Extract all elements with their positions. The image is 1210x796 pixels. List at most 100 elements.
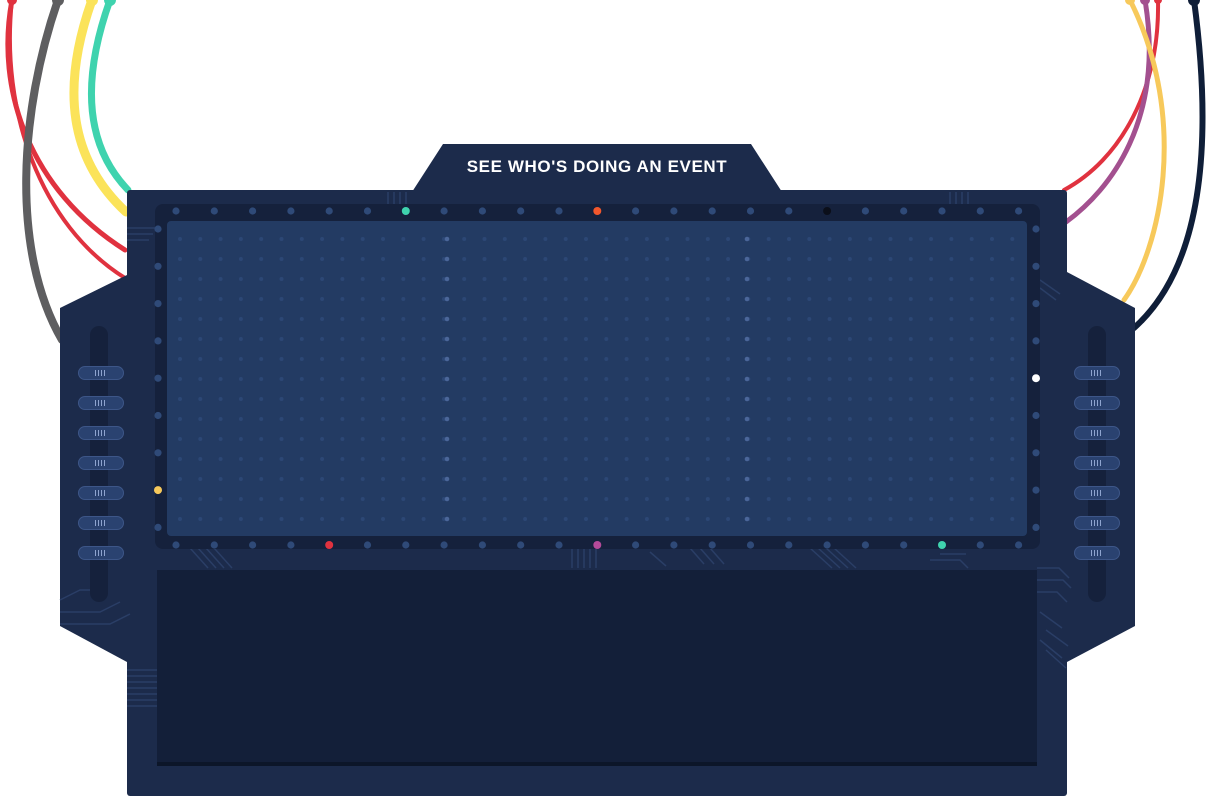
- screen-dot: [381, 417, 385, 421]
- screen-dot: [238, 317, 243, 321]
- screen-dot: [381, 397, 385, 401]
- screen-dot: [421, 297, 426, 301]
- screen-dot: [868, 257, 873, 261]
- screen-dot: [888, 277, 893, 281]
- screen-dot: [401, 497, 406, 501]
- screen-dot: [969, 437, 974, 441]
- left-slider-knob[interactable]: [78, 396, 124, 410]
- left-slider-knob[interactable]: [78, 516, 124, 530]
- screen-dot: [1010, 317, 1015, 321]
- screen-dot: [360, 297, 365, 301]
- screen-dot: [584, 237, 588, 241]
- screen-dot: [259, 377, 264, 381]
- left-slider-knob[interactable]: [78, 366, 124, 380]
- pin: [249, 207, 257, 215]
- right-slider-knob[interactable]: [1074, 366, 1120, 380]
- screen-dot: [584, 337, 588, 341]
- screen-dot: [259, 397, 264, 401]
- screen-dot: [847, 457, 852, 461]
- pin: [363, 541, 372, 549]
- left-slider-knob[interactable]: [78, 456, 124, 470]
- right-slider-knob[interactable]: [1074, 456, 1120, 470]
- screen-dot: [502, 397, 507, 401]
- screen-divider-dot: [444, 276, 450, 282]
- left-slider-knob[interactable]: [78, 546, 124, 560]
- screen-dot: [726, 297, 731, 301]
- pin: [1015, 207, 1023, 215]
- screen-dot: [787, 317, 791, 321]
- left-teal-cable: [87, 0, 132, 194]
- screen-dot: [340, 237, 345, 241]
- screen-dot: [807, 237, 812, 241]
- screen-dot: [421, 437, 426, 441]
- screen-dot: [320, 337, 325, 341]
- screen-dot: [807, 517, 812, 521]
- pin: [823, 541, 831, 549]
- screen-dot: [482, 317, 487, 321]
- screen-dot: [665, 417, 670, 421]
- screen-dot: [279, 457, 284, 461]
- screen-dot: [502, 297, 507, 301]
- screen-dot: [543, 477, 548, 481]
- screen-dot: [502, 417, 507, 421]
- pin: [210, 207, 218, 215]
- slider-grip-icon: [95, 400, 107, 406]
- screen-dot: [584, 477, 588, 481]
- screen-dot: [238, 397, 243, 401]
- screen-dot: [726, 257, 731, 261]
- screen-dot: [766, 517, 771, 521]
- screen-dot: [868, 377, 873, 381]
- board-top-tab: [412, 144, 782, 192]
- screen-dot: [563, 277, 568, 281]
- pin: [900, 207, 908, 215]
- screen-dot: [401, 237, 406, 241]
- slider-grip-icon: [1091, 460, 1103, 466]
- right-slider-knob[interactable]: [1074, 546, 1120, 560]
- screen-dot: [178, 497, 182, 501]
- screen-dot: [381, 497, 385, 501]
- screen-dot: [644, 437, 649, 441]
- right-slider-knob[interactable]: [1074, 426, 1120, 440]
- left-slider-knob[interactable]: [78, 426, 124, 440]
- screen-dot: [340, 477, 345, 481]
- screen-dot: [787, 517, 791, 521]
- screen-dot: [259, 337, 264, 341]
- screen-dot: [502, 317, 507, 321]
- screen-dot: [665, 457, 670, 461]
- screen-dot: [787, 277, 791, 281]
- pin: [154, 262, 162, 270]
- screen-dot: [908, 357, 913, 361]
- left-slider-knob[interactable]: [78, 486, 124, 500]
- right-slider-knob[interactable]: [1074, 396, 1120, 410]
- slider-grip-icon: [1091, 400, 1103, 406]
- screen-dot: [990, 357, 994, 361]
- screen-dot: [401, 377, 406, 381]
- pin: [440, 207, 448, 215]
- screen-dot: [1010, 357, 1015, 361]
- screen-dot: [827, 497, 832, 501]
- screen-dot: [847, 257, 852, 261]
- screen-dot: [847, 237, 852, 241]
- screen-dot: [462, 277, 467, 281]
- right-slider-knob[interactable]: [1074, 486, 1120, 500]
- screen-dot: [198, 397, 203, 401]
- screen-dot: [320, 517, 325, 521]
- screen-dot: [381, 257, 385, 261]
- screen-dot: [462, 357, 467, 361]
- screen-dot: [827, 237, 832, 241]
- screen-dot: [990, 337, 994, 341]
- screen-dot: [1010, 517, 1015, 521]
- screen-dot: [1010, 377, 1015, 381]
- screen-dot: [502, 497, 507, 501]
- screen-dot: [847, 377, 852, 381]
- screen-dot: [178, 417, 182, 421]
- screen-dot: [929, 357, 934, 361]
- screen-dot: [320, 317, 325, 321]
- screen-dot: [279, 417, 284, 421]
- screen-dot: [807, 257, 812, 261]
- screen-dot: [908, 457, 913, 461]
- right-slider-knob[interactable]: [1074, 516, 1120, 530]
- screen-dot: [584, 357, 588, 361]
- screen-dot: [665, 437, 670, 441]
- screen-dot: [644, 497, 649, 501]
